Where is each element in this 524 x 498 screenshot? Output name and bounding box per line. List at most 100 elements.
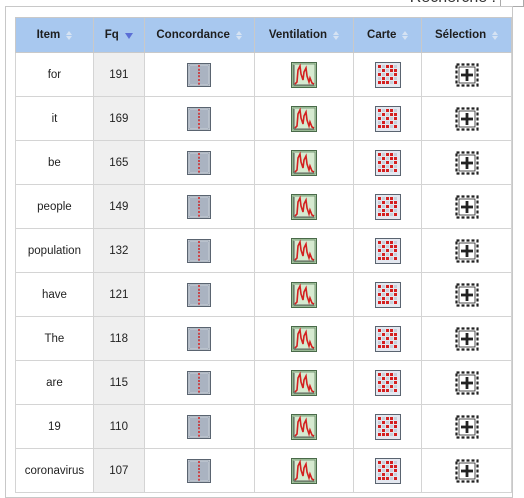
table-row: people 149 [15, 184, 512, 229]
ventilation-chart-icon[interactable] [290, 369, 317, 396]
add-selection-icon[interactable] [454, 282, 479, 307]
ventilation-chart-icon[interactable] [290, 237, 317, 264]
ventilation-cell [253, 404, 355, 449]
concordance-cell [143, 448, 255, 493]
table-row: The 118 [15, 316, 512, 361]
concordance-icon[interactable] [187, 414, 212, 439]
table-header-row: Item Fq Concordance Ventilation Carte [15, 17, 512, 53]
concordance-icon[interactable] [187, 238, 212, 263]
map-grid-icon[interactable] [374, 237, 401, 264]
header-fq[interactable]: Fq [92, 17, 145, 53]
add-selection-icon[interactable] [454, 62, 479, 87]
concordance-icon[interactable] [187, 106, 212, 131]
concordance-cell [143, 52, 255, 97]
table-row: are 115 [15, 360, 512, 405]
concordance-cell [143, 316, 255, 361]
header-item[interactable]: Item [15, 17, 94, 53]
concordance-icon[interactable] [187, 194, 212, 219]
item-cell: The [15, 316, 94, 361]
add-selection-icon[interactable] [454, 414, 479, 439]
ventilation-cell [253, 184, 355, 229]
carte-cell [353, 316, 423, 361]
ventilation-cell [253, 228, 355, 273]
concordance-cell [143, 96, 255, 141]
search-label: Recherche : [410, 0, 496, 8]
header-concordance-label: Concordance [156, 29, 230, 41]
ventilation-chart-icon[interactable] [290, 149, 317, 176]
concordance-cell [143, 184, 255, 229]
concordance-icon[interactable] [187, 326, 212, 351]
fq-cell: 121 [92, 272, 145, 317]
concordance-icon[interactable] [187, 62, 212, 87]
item-cell: be [15, 140, 94, 185]
concordance-icon[interactable] [187, 282, 212, 307]
item-cell: 19 [15, 404, 94, 449]
selection-cell [421, 360, 512, 405]
fq-cell: 169 [92, 96, 145, 141]
map-grid-icon[interactable] [374, 281, 401, 308]
selection-cell [421, 448, 512, 493]
concordance-cell [143, 404, 255, 449]
ventilation-cell [253, 448, 355, 493]
table-row: be 165 [15, 140, 512, 185]
ventilation-chart-icon[interactable] [290, 457, 317, 484]
ventilation-cell [253, 96, 355, 141]
add-selection-icon[interactable] [454, 194, 479, 219]
ventilation-chart-icon[interactable] [290, 413, 317, 440]
add-selection-icon[interactable] [454, 106, 479, 131]
carte-cell [353, 184, 423, 229]
sort-icon [235, 30, 242, 40]
sort-icon [402, 30, 409, 40]
fq-cell: 118 [92, 316, 145, 361]
table-row: 19 110 [15, 404, 512, 449]
add-selection-icon[interactable] [454, 326, 479, 351]
fq-cell: 107 [92, 448, 145, 493]
map-grid-icon[interactable] [374, 193, 401, 220]
ventilation-chart-icon[interactable] [290, 105, 317, 132]
carte-cell [353, 96, 423, 141]
table-row: it 169 [15, 96, 512, 141]
item-cell: coronavirus [15, 448, 94, 493]
map-grid-icon[interactable] [374, 149, 401, 176]
concordance-icon[interactable] [187, 458, 212, 483]
fq-cell: 191 [92, 52, 145, 97]
fq-cell: 149 [92, 184, 145, 229]
map-grid-icon[interactable] [374, 369, 401, 396]
ventilation-cell [253, 360, 355, 405]
add-selection-icon[interactable] [454, 458, 479, 483]
header-selection[interactable]: Sélection [421, 17, 512, 53]
add-selection-icon[interactable] [454, 370, 479, 395]
map-grid-icon[interactable] [374, 325, 401, 352]
map-grid-icon[interactable] [374, 61, 401, 88]
selection-cell [421, 404, 512, 449]
selection-cell [421, 272, 512, 317]
header-carte-label: Carte [367, 29, 397, 41]
selection-cell [421, 184, 512, 229]
selection-cell [421, 52, 512, 97]
carte-cell [353, 228, 423, 273]
concordance-icon[interactable] [187, 150, 212, 175]
header-ventilation[interactable]: Ventilation [253, 17, 355, 53]
ventilation-cell [253, 140, 355, 185]
concordance-icon[interactable] [187, 370, 212, 395]
item-cell: it [15, 96, 94, 141]
header-fq-label: Fq [104, 29, 119, 41]
selection-cell [421, 316, 512, 361]
add-selection-icon[interactable] [454, 238, 479, 263]
map-grid-icon[interactable] [374, 413, 401, 440]
ventilation-chart-icon[interactable] [290, 325, 317, 352]
map-grid-icon[interactable] [374, 457, 401, 484]
ventilation-chart-icon[interactable] [290, 61, 317, 88]
carte-cell [353, 272, 423, 317]
fq-cell: 115 [92, 360, 145, 405]
carte-cell [353, 360, 423, 405]
sort-icon [66, 30, 73, 40]
map-grid-icon[interactable] [374, 105, 401, 132]
sort-icon [492, 30, 499, 40]
ventilation-chart-icon[interactable] [290, 281, 317, 308]
ventilation-chart-icon[interactable] [290, 193, 317, 220]
add-selection-icon[interactable] [454, 150, 479, 175]
header-carte[interactable]: Carte [353, 17, 423, 53]
header-concordance[interactable]: Concordance [143, 17, 255, 53]
concordance-cell [143, 140, 255, 185]
